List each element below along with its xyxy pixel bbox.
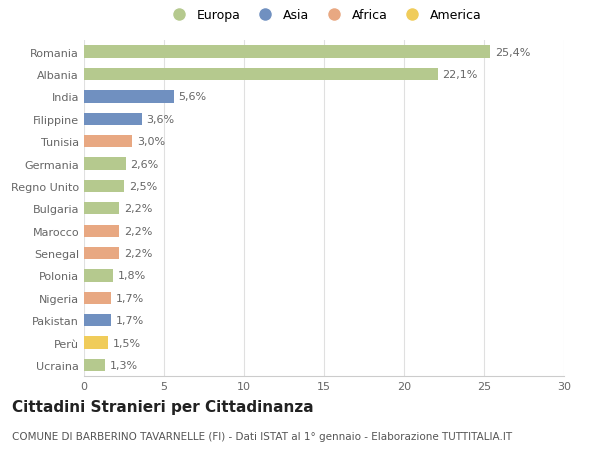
Text: 2,2%: 2,2% xyxy=(124,248,152,258)
Text: 1,8%: 1,8% xyxy=(118,271,146,281)
Bar xyxy=(84,292,111,304)
Text: 2,6%: 2,6% xyxy=(130,159,158,169)
Text: Cittadini Stranieri per Cittadinanza: Cittadini Stranieri per Cittadinanza xyxy=(12,399,314,414)
Bar xyxy=(84,203,119,215)
Bar xyxy=(84,136,132,148)
Bar xyxy=(84,46,490,59)
Text: 1,5%: 1,5% xyxy=(113,338,141,348)
Text: 1,3%: 1,3% xyxy=(110,360,138,370)
Bar xyxy=(84,158,125,170)
Text: 2,5%: 2,5% xyxy=(129,181,157,191)
Text: 5,6%: 5,6% xyxy=(178,92,206,102)
Bar xyxy=(84,69,437,81)
Text: 2,2%: 2,2% xyxy=(124,226,152,236)
Text: 3,0%: 3,0% xyxy=(137,137,165,147)
Bar xyxy=(84,359,105,371)
Bar xyxy=(84,91,173,103)
Text: 25,4%: 25,4% xyxy=(495,47,530,57)
Legend: Europa, Asia, Africa, America: Europa, Asia, Africa, America xyxy=(161,4,487,27)
Text: 1,7%: 1,7% xyxy=(116,315,144,325)
Text: 22,1%: 22,1% xyxy=(442,70,478,80)
Text: COMUNE DI BARBERINO TAVARNELLE (FI) - Dati ISTAT al 1° gennaio - Elaborazione TU: COMUNE DI BARBERINO TAVARNELLE (FI) - Da… xyxy=(12,431,512,442)
Bar xyxy=(84,314,111,327)
Bar xyxy=(84,337,108,349)
Bar xyxy=(84,113,142,126)
Bar xyxy=(84,180,124,193)
Bar xyxy=(84,247,119,260)
Bar xyxy=(84,270,113,282)
Text: 3,6%: 3,6% xyxy=(146,114,175,124)
Bar xyxy=(84,225,119,237)
Text: 2,2%: 2,2% xyxy=(124,204,152,214)
Text: 1,7%: 1,7% xyxy=(116,293,144,303)
